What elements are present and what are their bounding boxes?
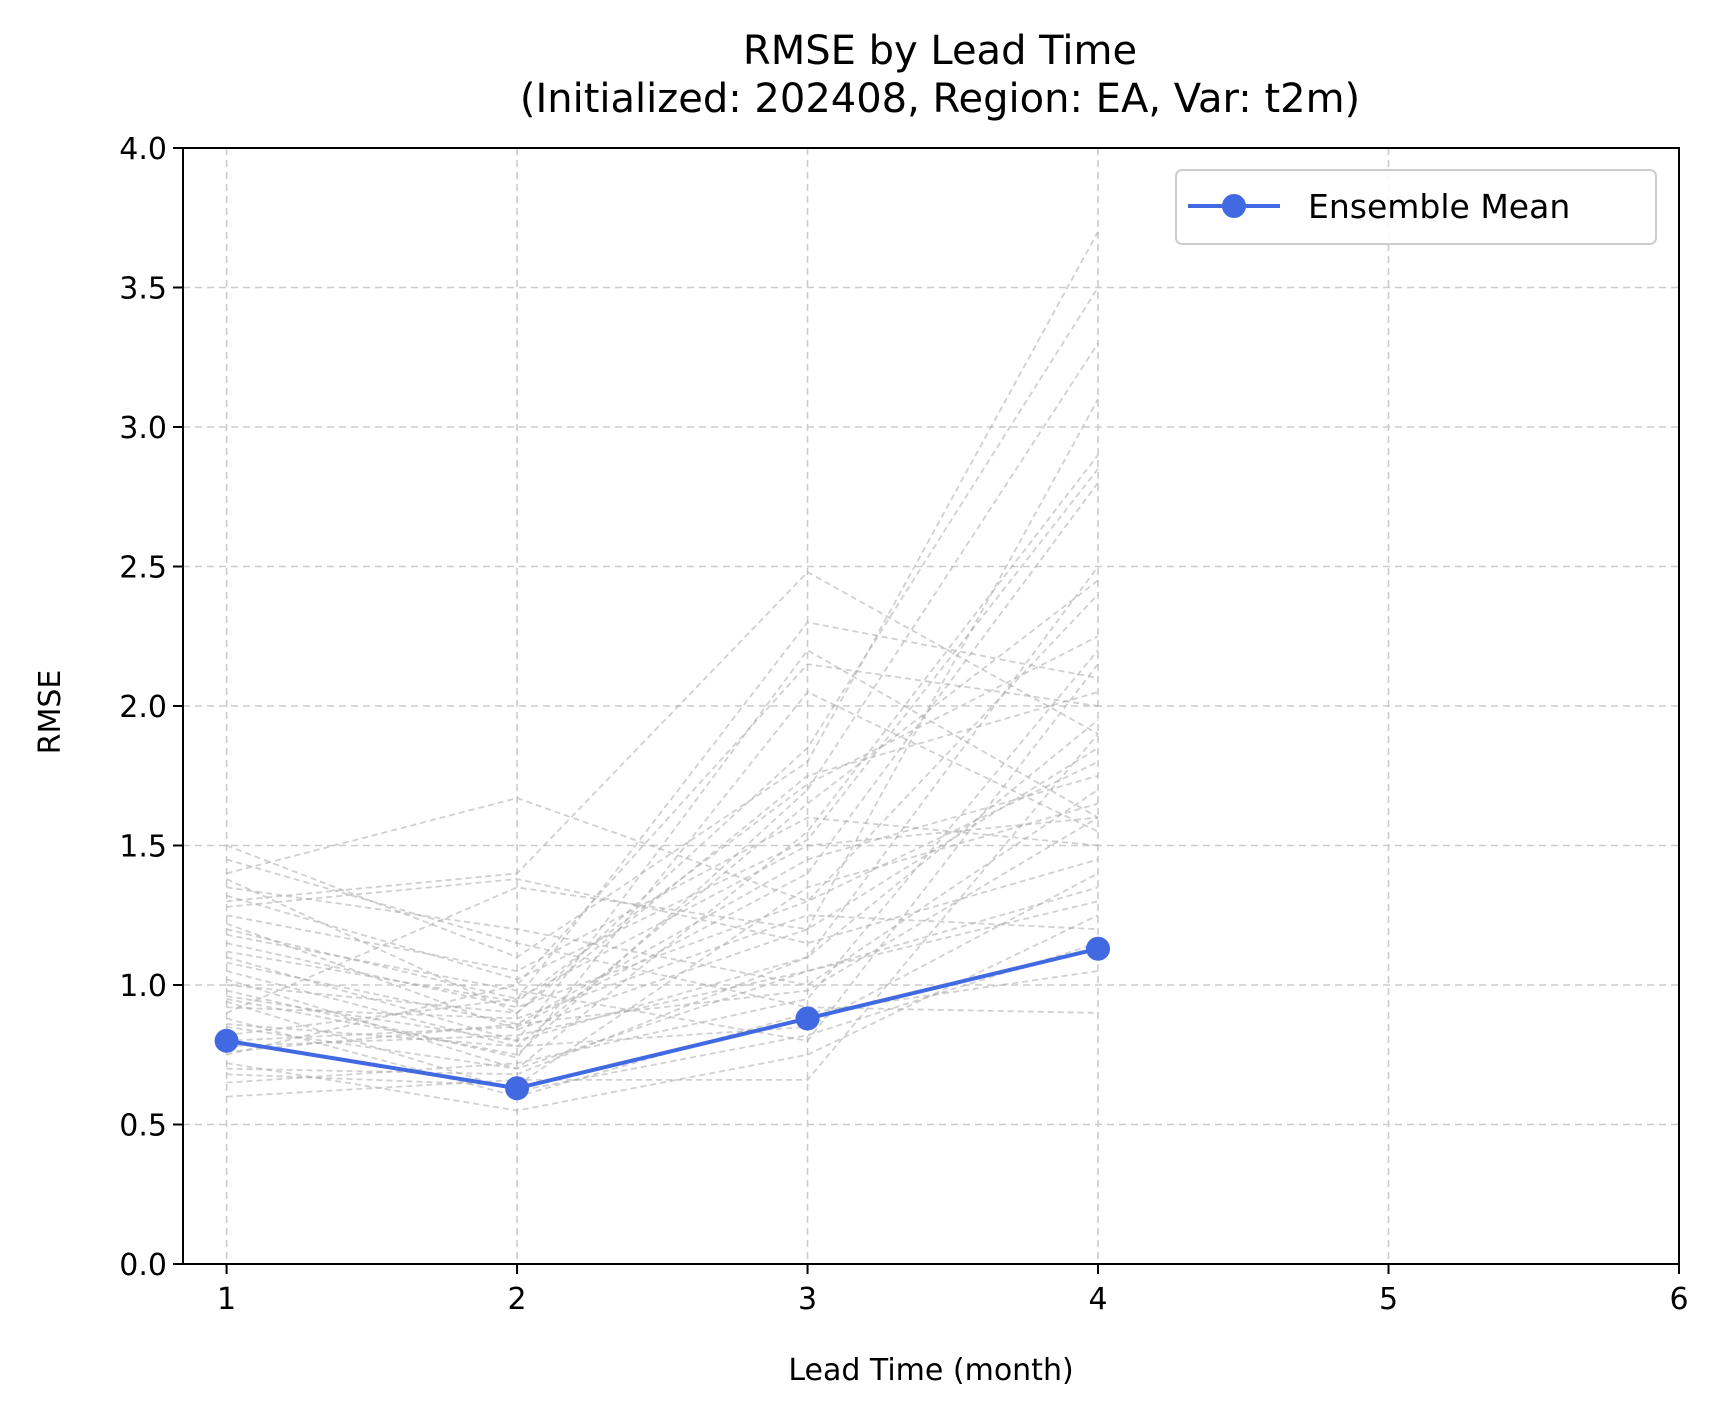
y-tick-label: 1.5 xyxy=(119,830,167,865)
chart-subtitle: (Initialized: 202408, Region: EA, Var: t… xyxy=(520,76,1360,122)
member-line xyxy=(226,942,1099,1092)
member-line xyxy=(226,719,1099,1042)
member-line xyxy=(226,733,1099,1098)
axis-ticks: 1 2 3 4 5 6 0.0 0.5 1.0 1.5 2.0 2.5 3.0 3.5 4.0 xyxy=(119,132,1688,1317)
member-line xyxy=(226,342,1099,1056)
x-tick-label: 1 xyxy=(217,1282,236,1317)
grid xyxy=(183,147,1680,1265)
member-line xyxy=(226,593,1099,903)
ensemble-mean-point xyxy=(214,1028,239,1053)
member-line xyxy=(226,482,1099,1042)
member-line xyxy=(226,690,1099,1059)
y-tick-label: 2.0 xyxy=(119,690,167,725)
member-line xyxy=(226,691,1099,1014)
legend-box xyxy=(1175,169,1657,245)
x-tick-label: 3 xyxy=(798,1282,817,1317)
member-line xyxy=(226,788,1099,986)
y-tick-label: 2.5 xyxy=(119,551,167,586)
member-line xyxy=(226,287,1099,1014)
y-tick-label: 0.0 xyxy=(119,1248,167,1283)
member-line xyxy=(226,914,1099,1020)
ensemble-mean-point xyxy=(505,1076,530,1101)
member-line xyxy=(226,663,1099,1056)
member-line xyxy=(226,231,1099,959)
legend-label: Ensemble Mean xyxy=(1308,187,1570,226)
y-axis-label: RMSE xyxy=(33,670,68,755)
member-line xyxy=(226,579,1099,1048)
y-tick-label: 3.0 xyxy=(119,411,167,446)
member-line xyxy=(226,649,1099,1084)
ensemble-mean-point xyxy=(1086,936,1111,961)
member-line xyxy=(226,621,1099,1000)
member-line xyxy=(226,398,1099,1014)
y-tick-label: 3.5 xyxy=(119,272,167,307)
member-line xyxy=(226,760,1099,1009)
member-lines xyxy=(226,231,1099,1112)
member-line xyxy=(226,565,1099,1076)
member-line xyxy=(226,886,1099,1070)
member-line xyxy=(226,872,1099,1048)
x-tick-label: 6 xyxy=(1669,1282,1688,1317)
member-line xyxy=(226,468,1099,981)
member-line xyxy=(226,663,1099,1042)
y-tick-label: 4.0 xyxy=(119,132,167,167)
x-tick-label: 4 xyxy=(1088,1282,1107,1317)
x-tick-label: 5 xyxy=(1379,1282,1398,1317)
member-line xyxy=(226,747,1099,1031)
member-line xyxy=(226,816,1099,972)
ensemble-mean-point xyxy=(795,1006,820,1031)
member-line xyxy=(226,635,1099,1003)
member-line xyxy=(226,858,1099,945)
legend-swatch-marker xyxy=(1222,194,1246,218)
y-tick-label: 0.5 xyxy=(119,1109,167,1144)
y-tick-label: 1.0 xyxy=(119,969,167,1004)
ensemble-mean-series xyxy=(214,936,1111,1101)
x-axis-label: Lead Time (month) xyxy=(788,1353,1073,1388)
member-line xyxy=(226,774,1099,1026)
member-line xyxy=(226,816,1099,1053)
x-tick-label: 2 xyxy=(508,1282,527,1317)
member-line xyxy=(226,858,1099,1014)
ensemble-mean-line xyxy=(226,946,1099,1091)
legend: Ensemble Mean xyxy=(1175,169,1657,245)
chart-title: RMSE by Lead Time xyxy=(743,28,1137,74)
member-line xyxy=(226,802,1099,1087)
member-line xyxy=(226,900,1099,1048)
member-line xyxy=(226,570,1099,903)
member-line xyxy=(226,454,1099,1070)
